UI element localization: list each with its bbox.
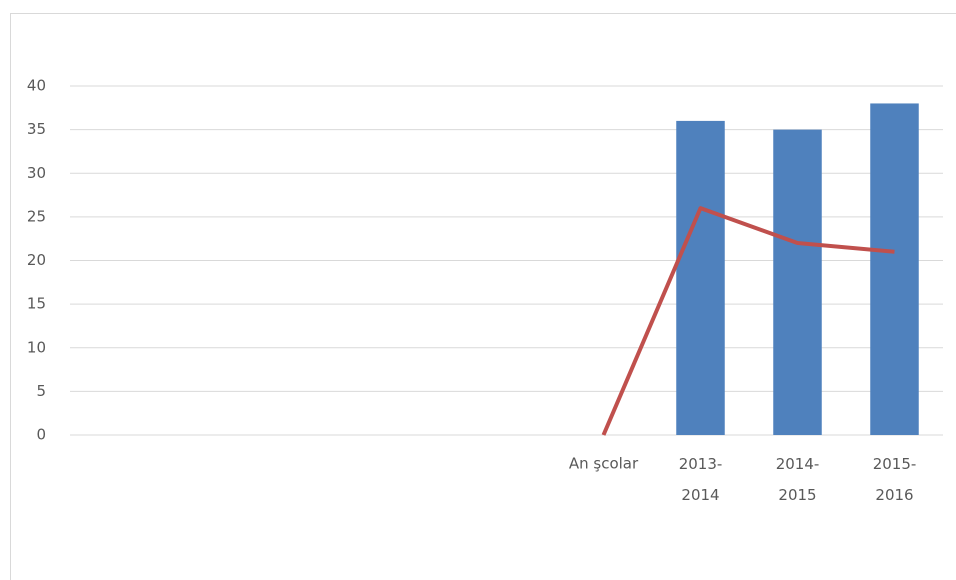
bar (676, 120, 725, 436)
bar (773, 129, 822, 435)
y-tick-label: 15 (27, 295, 46, 313)
chart-frame (10, 13, 956, 580)
x-tick-label: An şcolar (569, 455, 639, 473)
x-tick-label: 2013-2014 (679, 455, 723, 504)
y-tick-label: 0 (36, 426, 46, 444)
x-tick-label: 2014-2015 (776, 455, 820, 504)
y-tick-label: 40 (27, 77, 46, 95)
y-tick-label: 35 (27, 120, 46, 138)
y-tick-label: 5 (36, 382, 46, 400)
x-tick-label: 2015-2016 (873, 455, 917, 504)
line (601, 206, 895, 436)
bar (870, 103, 919, 435)
y-tick-label: 30 (27, 164, 46, 182)
y-tick-label: 10 (27, 338, 46, 356)
y-tick-label: 25 (27, 207, 46, 225)
y-tick-label: 20 (27, 251, 46, 269)
